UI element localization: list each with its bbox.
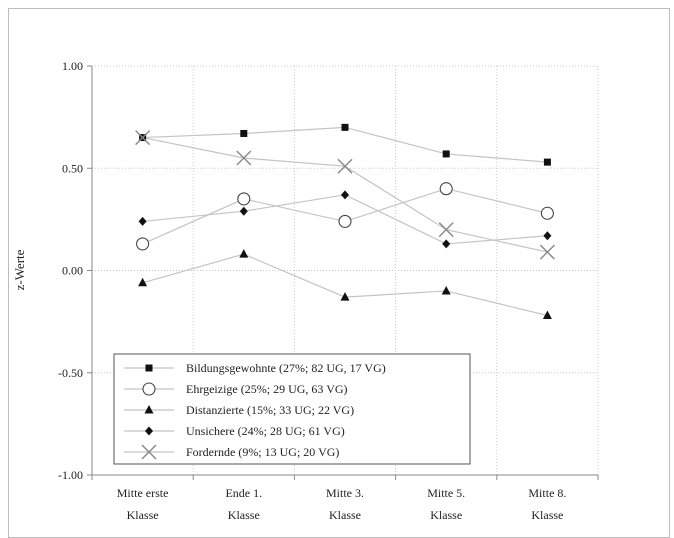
y-tick-label: 1.00 — [62, 59, 83, 73]
data-point — [138, 216, 147, 226]
data-point — [340, 292, 350, 301]
data-point — [135, 130, 151, 146]
legend-label: Fordernde (9%; 13 UG; 20 VG) — [186, 445, 339, 459]
data-point — [338, 214, 352, 228]
axes: 1.00 0.50 0.00 -0.50 -1.00 Mitte erste Klasse E… — [58, 59, 599, 522]
data-point — [237, 192, 251, 206]
x-tick-label: Ende 1. — [225, 486, 262, 500]
data-point — [138, 277, 148, 287]
data-point — [239, 249, 249, 258]
y-tick-label: -1.00 — [58, 468, 83, 482]
data-point — [543, 231, 552, 241]
data-point — [441, 285, 451, 295]
x-tick-label: Mitte 3. — [326, 486, 364, 500]
data-point — [539, 244, 555, 260]
series-layer — [135, 123, 555, 319]
y-tick-label: -0.50 — [58, 366, 83, 380]
data-point — [542, 310, 552, 319]
x-tick-label: Klasse — [531, 508, 563, 522]
x-tick-label: Mitte 8. — [528, 486, 566, 500]
data-point — [136, 237, 150, 251]
legend-label: Unsichere (24%; 28 UG; 61 VG) — [186, 424, 345, 438]
series-line — [142, 126, 548, 163]
cross-stroke — [337, 158, 353, 174]
data-point — [337, 158, 353, 174]
series-line — [142, 253, 548, 317]
x-tick-label: Mitte 5. — [427, 486, 465, 500]
legend-label: Ehrgeizige (25%; 29 UG, 63 VG) — [186, 382, 348, 396]
legend: Bildungsgewohnte (27%; 82 UG, 17 VG) Ehrg… — [113, 353, 471, 465]
data-point — [442, 239, 451, 249]
legend-marker — [145, 426, 153, 436]
data-point — [341, 190, 349, 200]
data-point — [540, 206, 554, 220]
cross-stroke — [438, 222, 454, 238]
x-tick-label: Klasse — [127, 508, 159, 522]
x-tick-label: Klasse — [430, 508, 462, 522]
x-tick-label: Mitte erste — [117, 486, 169, 500]
cross-stroke — [135, 130, 151, 146]
data-point — [442, 150, 450, 158]
data-point — [240, 129, 248, 137]
cross-stroke — [236, 150, 252, 166]
data-point — [239, 206, 248, 216]
data-point — [543, 158, 551, 166]
cross-stroke — [141, 444, 157, 460]
data-point — [439, 182, 453, 196]
data-point — [236, 150, 252, 166]
data-point — [341, 123, 349, 131]
legend-label: Bildungsgewohnte (27%; 82 UG, 17 VG) — [186, 361, 386, 375]
x-tick-label: Klasse — [228, 508, 260, 522]
cross-stroke — [539, 244, 555, 260]
legend-marker — [145, 364, 153, 372]
y-tick-label: 0.50 — [62, 161, 83, 175]
y-tick-label: 0.00 — [62, 264, 83, 278]
legend-marker — [142, 382, 156, 396]
data-point — [438, 222, 454, 238]
legend-marker — [141, 444, 157, 460]
y-axis-label: z-Werte — [12, 249, 27, 290]
legend-label: Distanzierte (15%; 33 UG; 22 VG) — [186, 403, 354, 417]
x-tick-label: Klasse — [329, 508, 361, 522]
legend-box — [113, 353, 471, 465]
legend-marker — [144, 405, 154, 414]
